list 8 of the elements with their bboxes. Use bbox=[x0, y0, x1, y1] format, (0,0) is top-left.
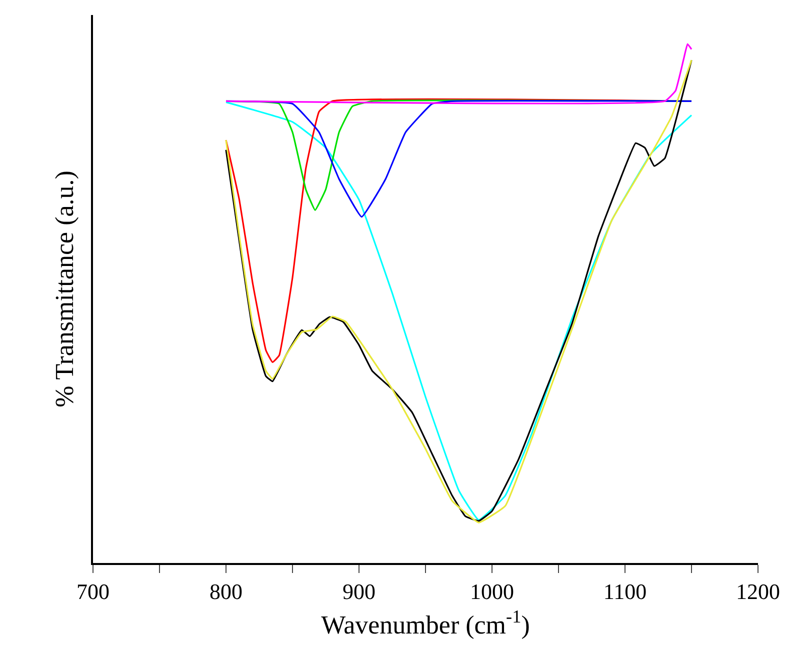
x-tick-label: 1200 bbox=[736, 579, 780, 604]
x-tick-label: 800 bbox=[210, 579, 242, 604]
x-tick-label: 700 bbox=[76, 579, 110, 604]
y-axis-title: % Transmittance (a.u.) bbox=[50, 170, 80, 408]
x-tick-label: 1100 bbox=[603, 579, 647, 604]
x-tick-label: 1000 bbox=[470, 579, 514, 604]
x-tick-label: 900 bbox=[342, 579, 376, 604]
x-axis-title: Wavenumber (cm$^{-1}$) bbox=[321, 606, 530, 640]
